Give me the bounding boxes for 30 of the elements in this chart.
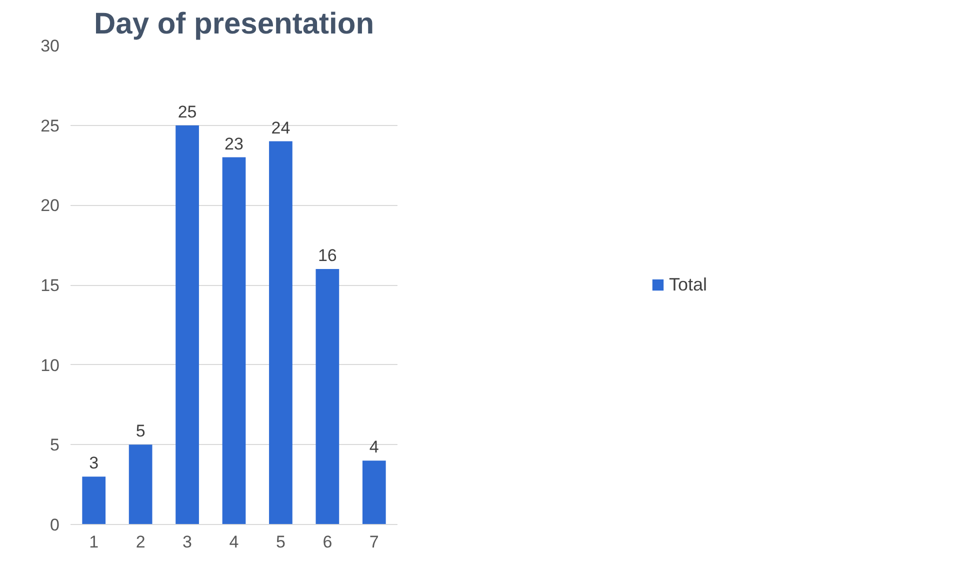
bar [176, 125, 199, 524]
x-tick-label: 2 [136, 532, 146, 552]
x-tick-label: 7 [369, 532, 379, 552]
data-label: 3 [89, 454, 99, 473]
y-tick-label: 0 [50, 516, 60, 534]
y-tick-label: 15 [40, 276, 60, 295]
y-tick-label: 20 [40, 196, 60, 216]
data-label: 16 [318, 246, 337, 266]
bar [82, 476, 106, 524]
x-tick-label: 1 [89, 532, 99, 552]
bar [128, 444, 152, 524]
data-label: 5 [136, 422, 146, 441]
bar [222, 157, 246, 524]
x-tick-label: 5 [276, 532, 286, 552]
data-label: 25 [178, 102, 197, 122]
legend-label: Total [668, 274, 708, 295]
y-tick-label: 10 [40, 356, 60, 375]
bar [269, 141, 292, 524]
x-tick-label: 4 [229, 532, 239, 552]
x-tick-label: 6 [322, 532, 332, 552]
data-label: 24 [271, 118, 290, 138]
bar [316, 269, 340, 524]
x-tick-label: 3 [182, 532, 192, 552]
y-tick-label: 30 [40, 36, 60, 56]
chart-title: Day of presentation [94, 8, 374, 40]
bar [362, 460, 386, 524]
data-label: 23 [224, 134, 244, 154]
data-label: 4 [369, 438, 379, 457]
y-tick-label: 25 [40, 116, 60, 136]
y-tick-label: 5 [50, 436, 60, 455]
